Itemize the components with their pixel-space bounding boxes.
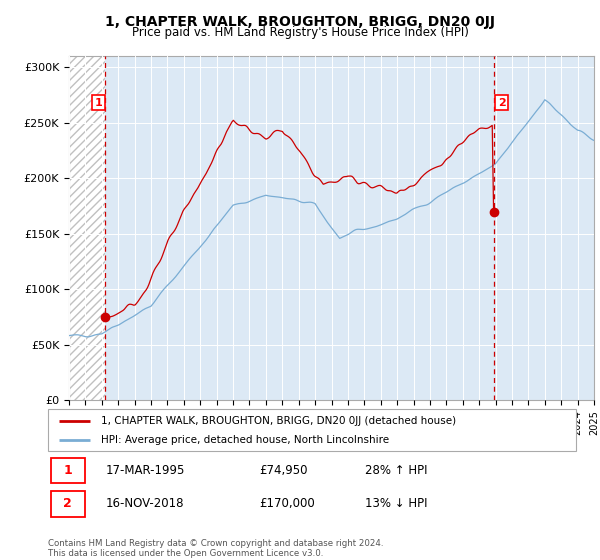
Bar (50, 492, 85, 517)
Text: £170,000: £170,000 (259, 497, 315, 510)
Text: 13% ↓ HPI: 13% ↓ HPI (365, 497, 427, 510)
Text: Contains HM Land Registry data © Crown copyright and database right 2024.
This d: Contains HM Land Registry data © Crown c… (48, 539, 383, 558)
Text: Price paid vs. HM Land Registry's House Price Index (HPI): Price paid vs. HM Land Registry's House … (131, 26, 469, 39)
Text: 2: 2 (498, 97, 506, 108)
Text: 1, CHAPTER WALK, BROUGHTON, BRIGG, DN20 0JJ (detached house): 1, CHAPTER WALK, BROUGHTON, BRIGG, DN20 … (101, 416, 456, 426)
Text: £74,950: £74,950 (259, 464, 308, 477)
Text: 16-NOV-2018: 16-NOV-2018 (106, 497, 185, 510)
Text: 17-MAR-1995: 17-MAR-1995 (106, 464, 185, 477)
Text: 1, CHAPTER WALK, BROUGHTON, BRIGG, DN20 0JJ: 1, CHAPTER WALK, BROUGHTON, BRIGG, DN20 … (105, 15, 495, 29)
Text: HPI: Average price, detached house, North Lincolnshire: HPI: Average price, detached house, Nort… (101, 435, 389, 445)
Text: 1: 1 (95, 97, 103, 108)
Text: 28% ↑ HPI: 28% ↑ HPI (365, 464, 427, 477)
Text: 1: 1 (63, 464, 72, 477)
Bar (50, 458, 85, 483)
Text: 2: 2 (63, 497, 72, 510)
